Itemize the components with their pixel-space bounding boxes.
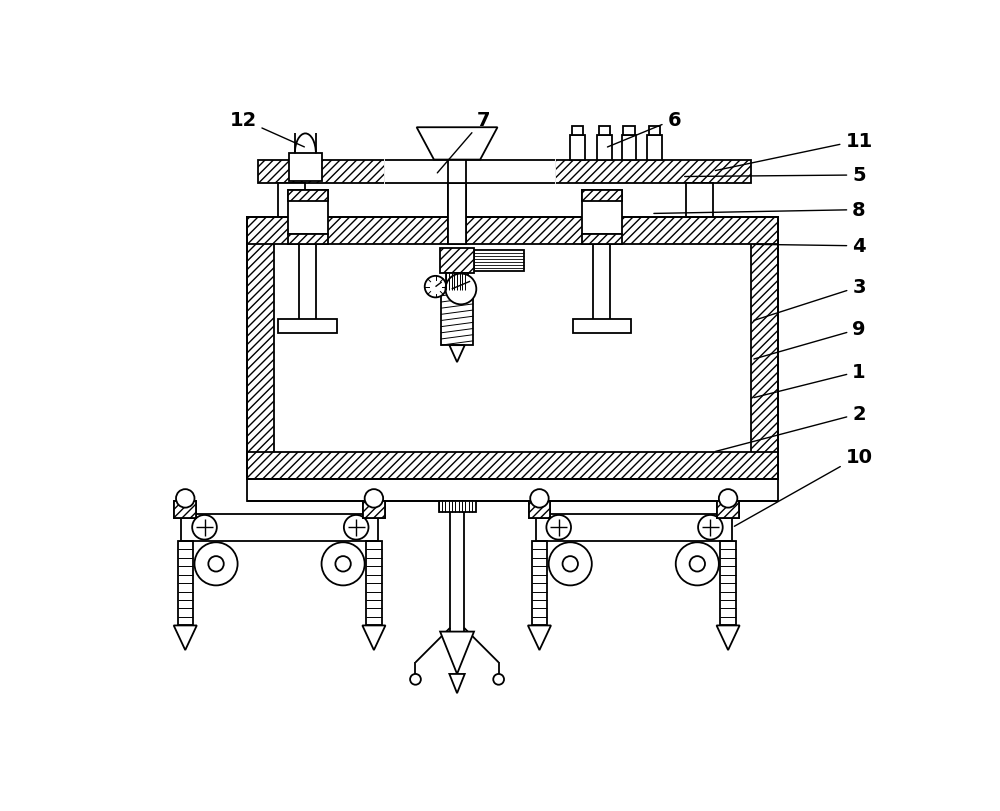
Bar (363, 501, 385, 518)
Circle shape (335, 556, 351, 572)
Bar (278, 183, 305, 218)
Bar (247, 479, 778, 501)
Bar (441, 290, 473, 345)
Polygon shape (717, 625, 740, 650)
Bar (174, 501, 196, 518)
Bar (532, 541, 547, 625)
Bar (593, 245, 610, 322)
Bar (174, 501, 196, 518)
Bar (247, 453, 778, 479)
Text: 2: 2 (715, 405, 866, 452)
Text: 3: 3 (754, 278, 866, 321)
Circle shape (719, 490, 737, 508)
Circle shape (530, 490, 549, 508)
Bar (582, 191, 622, 234)
Polygon shape (174, 625, 197, 650)
Bar (649, 127, 660, 135)
Text: 11: 11 (715, 131, 873, 171)
Circle shape (410, 674, 421, 684)
Bar (582, 191, 622, 202)
Bar (385, 161, 555, 183)
Circle shape (698, 515, 723, 540)
Bar (288, 191, 328, 234)
Bar (597, 135, 612, 161)
Bar (439, 501, 476, 513)
Bar (448, 183, 466, 245)
Circle shape (425, 277, 446, 298)
Bar (448, 161, 466, 183)
Bar (181, 514, 378, 541)
Bar (720, 541, 736, 625)
Bar (623, 127, 635, 135)
Text: 10: 10 (734, 447, 872, 526)
Text: 5: 5 (685, 166, 866, 185)
Polygon shape (449, 674, 465, 693)
Polygon shape (362, 625, 385, 650)
Polygon shape (440, 632, 474, 674)
Circle shape (344, 515, 369, 540)
Circle shape (176, 490, 194, 508)
Text: 12: 12 (229, 111, 304, 148)
Bar (536, 514, 732, 541)
Bar (717, 501, 739, 518)
Bar (288, 234, 328, 245)
Bar (572, 127, 583, 135)
Bar (247, 218, 778, 245)
Bar (278, 320, 337, 333)
Bar (573, 320, 631, 333)
Bar (570, 135, 585, 161)
Text: 9: 9 (754, 320, 866, 359)
Circle shape (676, 543, 719, 586)
Polygon shape (528, 625, 551, 650)
Bar (258, 161, 385, 183)
Text: 8: 8 (654, 201, 866, 220)
Circle shape (322, 543, 365, 586)
Bar (751, 218, 778, 479)
Bar (474, 251, 524, 272)
Bar (289, 154, 322, 182)
Circle shape (493, 674, 504, 684)
Circle shape (546, 515, 571, 540)
Bar (529, 501, 550, 518)
Bar (247, 218, 274, 479)
Circle shape (690, 556, 705, 572)
Bar (440, 249, 474, 273)
Polygon shape (417, 128, 497, 161)
Bar (299, 245, 316, 322)
Circle shape (446, 274, 476, 305)
Bar (446, 273, 468, 290)
Polygon shape (449, 345, 465, 363)
Bar (717, 501, 739, 518)
Bar (599, 127, 610, 135)
Circle shape (194, 543, 238, 586)
Text: 7: 7 (437, 111, 490, 174)
Bar (622, 135, 636, 161)
Circle shape (563, 556, 578, 572)
Bar (555, 161, 751, 183)
Bar (582, 234, 622, 245)
Bar (178, 541, 193, 625)
Bar (647, 135, 662, 161)
Text: 1: 1 (754, 363, 866, 398)
Text: 4: 4 (754, 237, 866, 256)
Circle shape (549, 543, 592, 586)
Circle shape (365, 490, 383, 508)
Bar (686, 183, 713, 218)
Bar (529, 501, 550, 518)
Bar (247, 218, 778, 479)
Bar (366, 541, 382, 625)
Bar (288, 191, 328, 202)
Circle shape (192, 515, 217, 540)
Circle shape (208, 556, 224, 572)
Text: 6: 6 (607, 111, 681, 148)
Bar (363, 501, 385, 518)
